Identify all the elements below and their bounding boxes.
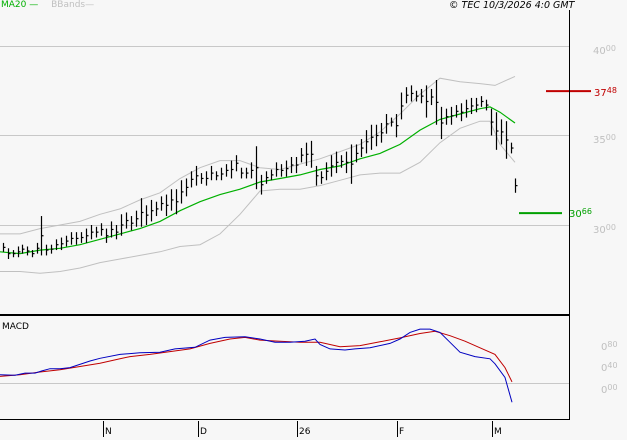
month-label-f: F <box>399 427 405 437</box>
resistance-label: 3748 <box>594 86 617 99</box>
price-bars <box>2 80 518 260</box>
ma20-line <box>0 106 516 255</box>
month-label-n: N <box>105 427 112 437</box>
y-label-3000: 3000 <box>593 223 616 236</box>
legend: MA20 — BBands— <box>1 0 94 11</box>
legend-bbands: BBands— <box>51 0 95 10</box>
macd-signal-line <box>0 330 513 383</box>
macd-label-080: 080 <box>601 340 618 353</box>
month-label-d: D <box>200 427 207 437</box>
y-label-4000: 4000 <box>593 44 616 57</box>
macd-title: MACD <box>2 322 29 332</box>
month-label-26: 26 <box>299 427 311 437</box>
legend-ma20: MA20 — <box>1 0 39 10</box>
month-label-m: M <box>494 427 502 437</box>
macd-line <box>0 328 513 403</box>
price-gridlines <box>0 46 569 226</box>
copyright-timestamp: © TEC 10/3/2026 4:0 GMT <box>449 0 575 11</box>
macd-label-000: 000 <box>601 383 618 396</box>
y-label-3500: 3500 <box>593 133 616 146</box>
support-label: 3066 <box>569 207 592 220</box>
bollinger-upper-band <box>0 75 516 235</box>
bollinger-lower-band <box>0 120 516 274</box>
macd-label-040: 040 <box>601 361 618 374</box>
x-axis-ticks <box>103 421 493 437</box>
